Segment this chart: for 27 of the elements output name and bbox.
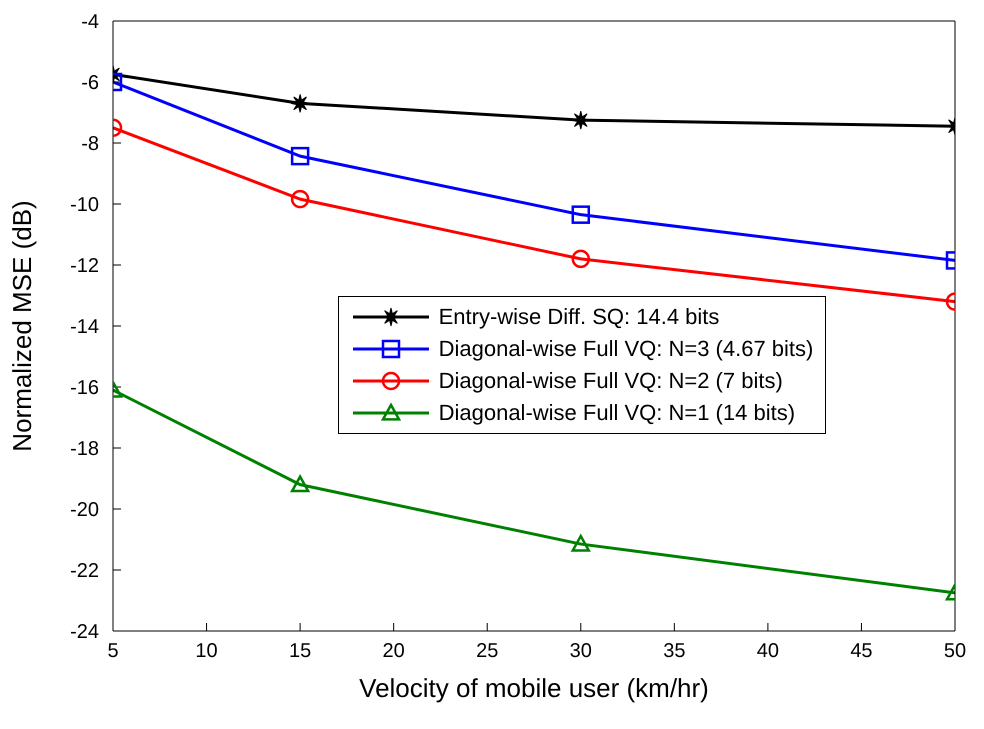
y-tick-label: -18 <box>70 438 99 460</box>
y-tick-label: -16 <box>70 377 99 400</box>
x-tick-label: 20 <box>382 640 405 662</box>
x-tick-label: 10 <box>195 640 218 662</box>
y-tick-label: -14 <box>70 316 99 338</box>
x-tick-label: 35 <box>663 640 686 662</box>
y-axis-title: Normalized MSE (dB) <box>7 200 38 452</box>
x-tick-label: 40 <box>756 640 780 662</box>
x-tick-label: 30 <box>570 640 592 662</box>
y-tick-label: -8 <box>81 133 99 156</box>
legend-label: Diagonal-wise Full VQ: N=1 (14 bits) <box>438 400 796 426</box>
y-tick-label: -20 <box>70 499 99 522</box>
x-tick-label: 5 <box>107 640 119 662</box>
x-tick-label: 15 <box>288 640 312 662</box>
legend-label: Diagonal-wise Full VQ: N=2 (7 bits) <box>438 368 783 394</box>
y-tick-label: -12 <box>70 255 99 278</box>
y-tick-label: -22 <box>70 560 99 582</box>
y-tick-label: -10 <box>70 194 99 216</box>
legend-label: Entry-wise Diff. SQ: 14.4 bits <box>438 304 720 330</box>
x-tick-label: 50 <box>944 640 966 662</box>
y-tick-label: -24 <box>70 621 99 644</box>
x-tick-label: 45 <box>850 640 873 662</box>
x-axis-title: Velocity of mobile user (km/hr) <box>359 673 709 703</box>
y-tick-label: -4 <box>81 11 99 34</box>
x-tick-label: 25 <box>476 640 498 662</box>
y-tick-label: -6 <box>81 72 99 94</box>
legend-label: Diagonal-wise Full VQ: N=3 (4.67 bits) <box>438 336 814 362</box>
